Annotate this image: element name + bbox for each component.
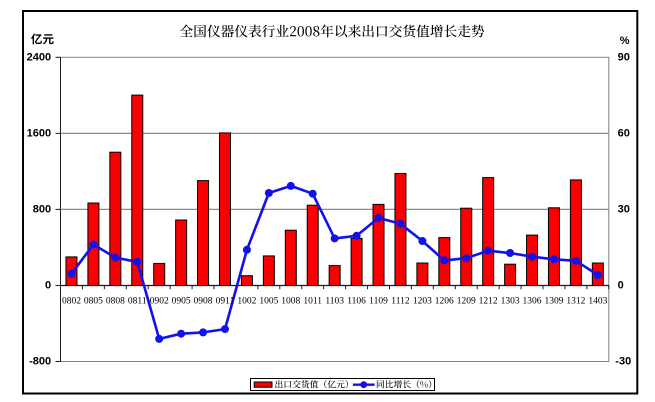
svg-text:-30: -30 [615,356,631,368]
svg-text:1203: 1203 [413,296,432,306]
svg-text:0808: 0808 [106,296,125,306]
svg-text:1002: 1002 [237,296,256,306]
svg-text:60: 60 [618,128,630,140]
svg-text:30: 30 [618,204,630,216]
svg-text:0811: 0811 [128,296,147,306]
svg-text:2400: 2400 [27,51,51,63]
svg-text:1005: 1005 [259,296,278,306]
svg-text:0: 0 [45,280,51,292]
svg-text:0: 0 [618,280,624,292]
svg-text:-800: -800 [29,356,51,368]
svg-text:0908: 0908 [194,296,213,306]
svg-text:1600: 1600 [27,128,51,140]
svg-text:1106: 1106 [347,296,366,306]
svg-text:1011: 1011 [303,296,322,306]
svg-text:1112: 1112 [391,296,410,306]
svg-text:0805: 0805 [84,296,103,306]
svg-text:1209: 1209 [457,296,476,306]
svg-text:1303: 1303 [501,296,520,306]
svg-text:800: 800 [33,204,51,216]
svg-text:0902: 0902 [150,296,169,306]
svg-text:%: % [620,35,630,47]
svg-text:0905: 0905 [172,296,191,306]
svg-text:1312: 1312 [566,296,585,306]
svg-text:1403: 1403 [588,296,607,306]
svg-text:0802: 0802 [62,296,81,306]
svg-text:1008: 1008 [281,296,300,306]
svg-text:1309: 1309 [544,296,563,306]
svg-text:1306: 1306 [523,296,542,306]
svg-text:90: 90 [618,51,630,63]
svg-text:1212: 1212 [479,296,498,306]
svg-text:1109: 1109 [369,296,388,306]
svg-text:1103: 1103 [325,296,344,306]
svg-text:1206: 1206 [435,296,454,306]
svg-text:0911: 0911 [216,296,235,306]
